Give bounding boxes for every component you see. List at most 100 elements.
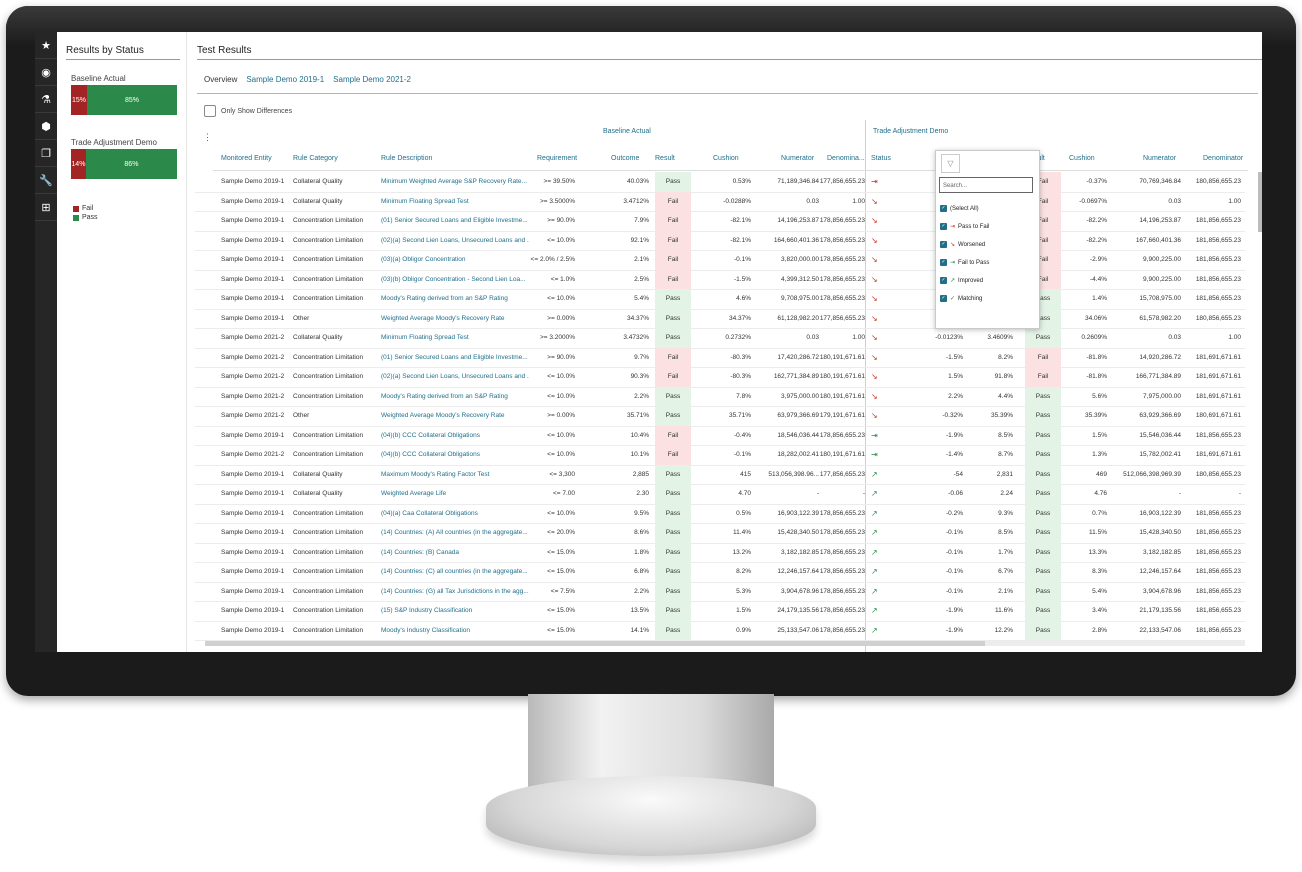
wrench-icon[interactable]: 🔧 (35, 167, 57, 194)
cell-category: Concentration Limitation (293, 275, 364, 283)
table-row[interactable]: Sample Demo 2019-1 Collateral Quality Weig… (195, 484, 1245, 505)
table-row[interactable]: Sample Demo 2019-1 Concentration Limitati… (195, 581, 1245, 602)
table-row[interactable]: Sample Demo 2021-2 Other Weighted Average … (195, 406, 1245, 427)
tab-sample-demo-2021-2[interactable]: Sample Demo 2021-2 (333, 75, 411, 84)
table-row[interactable]: Sample Demo 2019-1 Concentration Limitati… (195, 230, 1245, 251)
cell-description[interactable]: (01) Senior Secured Loans and Eligible I… (381, 217, 528, 224)
cell-description[interactable]: Minimum Floating Spread Test (381, 197, 469, 205)
windows-icon[interactable]: ❐ (35, 140, 57, 167)
checkbox-checked-icon[interactable]: ✓ (940, 295, 947, 302)
column-menu-icon[interactable]: ⋮ (203, 132, 212, 142)
table-row[interactable]: Sample Demo 2021-2 Concentration Limitati… (195, 445, 1245, 466)
tab-sample-demo-2019-1[interactable]: Sample Demo 2019-1 (246, 75, 325, 84)
checkbox-checked-icon[interactable]: ✓ (940, 259, 947, 266)
table-row[interactable]: Sample Demo 2019-1 Concentration Limitati… (195, 289, 1245, 310)
table-row[interactable]: Sample Demo 2019-1 Concentration Limitati… (195, 269, 1245, 290)
cell-description[interactable]: Minimum Floating Spread Test (381, 334, 469, 341)
table-row[interactable]: Sample Demo 2021-2 Collateral Quality Mini… (195, 328, 1245, 349)
filter-option[interactable]: ✓ ⇥ Fail to Pass (940, 259, 989, 266)
horizontal-scrollbar[interactable] (205, 641, 1245, 646)
header-cushion[interactable]: Cushion (713, 155, 739, 162)
trade-pass-segment[interactable]: 86% (85, 149, 177, 179)
table-row[interactable]: Sample Demo 2019-1 Concentration Limitati… (195, 425, 1245, 446)
cell-description[interactable]: Minimum Weighted Average S&P Recovery Ra… (381, 178, 527, 185)
table-row[interactable]: Sample Demo 2019-1 Collateral Quality Mini… (195, 191, 1245, 212)
filter-option[interactable]: ✓ ↗ Improved (940, 277, 983, 284)
filter-option[interactable]: ✓ ✓ Matching (940, 295, 982, 302)
table-row[interactable]: Sample Demo 2019-1 Collateral Quality Mini… (195, 172, 1245, 193)
cell-description[interactable]: Weighted Average Moody's Recovery Rate (381, 314, 505, 322)
horizontal-scrollbar-thumb[interactable] (205, 641, 985, 646)
cell-category: Collateral Quality (293, 490, 343, 497)
cell-description[interactable]: (04)(b) CCC Collateral Obligations (381, 451, 480, 458)
table-row[interactable]: Sample Demo 2019-1 Concentration Limitati… (195, 542, 1245, 563)
cell-description[interactable]: (15) S&P Industry Classification (381, 607, 473, 614)
filter-option[interactable]: ✓ ⇥ Pass to Fail (940, 223, 989, 230)
filter-search-input[interactable]: Search... (939, 177, 1033, 193)
flask-icon[interactable]: ⚗ (35, 86, 57, 113)
cell-description[interactable]: Weighted Average Life (381, 490, 447, 497)
tab-overview[interactable]: Overview (204, 75, 238, 84)
cell-description[interactable]: (14) Countries: (G) all Tax Jurisdiction… (381, 587, 529, 595)
cell-description[interactable]: (03)(a) Obligor Concentration (381, 256, 466, 263)
gauge-icon[interactable]: ◉ (35, 59, 57, 86)
cell-description[interactable]: (04)(a) Caa Collateral Obligations (381, 509, 478, 517)
table-row[interactable]: Sample Demo 2019-1 Concentration Limitati… (195, 620, 1245, 641)
table-row[interactable]: Sample Demo 2019-1 Concentration Limitati… (195, 211, 1245, 232)
header-denominator[interactable]: Denomina... (827, 155, 865, 162)
checkbox-checked-icon[interactable]: ✓ (940, 241, 947, 248)
cell-description[interactable]: (14) Countries: (B) Canada (381, 548, 460, 556)
header-requirement[interactable]: Requirement (537, 155, 578, 162)
cell-description[interactable]: (04)(b) CCC Collateral Obligations (381, 431, 480, 439)
header-monitored-entity[interactable]: Monitored Entity (221, 155, 272, 162)
cell-description[interactable]: (03)(b) Obligor Concentration - Second L… (381, 275, 526, 283)
shield-icon[interactable]: ⬢ (35, 113, 57, 140)
trade-fail-segment[interactable]: 14% (71, 149, 86, 179)
cell-description[interactable]: (14) Countries: (C) all countries (in th… (381, 568, 528, 575)
checkbox-checked-icon[interactable]: ✓ (940, 205, 947, 212)
filter-option[interactable]: ✓ ↘ Worsened (940, 241, 985, 248)
header-status[interactable]: Status (871, 155, 891, 162)
header-trade-denominator[interactable]: Denominator (1203, 155, 1244, 162)
cell-description[interactable]: (01) Senior Secured Loans and Eligible I… (381, 353, 528, 361)
checkbox-checked-icon[interactable]: ✓ (940, 223, 947, 230)
header-outcome[interactable]: Outcome (611, 155, 640, 162)
table-row[interactable]: Sample Demo 2019-1 Concentration Limitati… (195, 523, 1245, 544)
only-show-differences-checkbox[interactable] (204, 105, 216, 117)
table-row[interactable]: Sample Demo 2019-1 Concentration Limitati… (195, 601, 1245, 622)
table-row[interactable]: Sample Demo 2021-2 Concentration Limitati… (195, 386, 1245, 407)
baseline-pass-segment[interactable]: 85% (86, 85, 177, 115)
only-show-differences[interactable]: Only Show Differences (204, 105, 292, 117)
checkbox-checked-icon[interactable]: ✓ (940, 277, 947, 284)
table-row[interactable]: Sample Demo 2019-1 Concentration Limitati… (195, 503, 1245, 524)
cell-description[interactable]: (02)(a) Second Lien Loans, Unsecured Loa… (381, 236, 529, 244)
header-result[interactable]: Result (655, 155, 675, 162)
table-row[interactable]: Sample Demo 2021-2 Concentration Limitati… (195, 347, 1245, 368)
grid-icon[interactable]: ⊞ (35, 194, 57, 221)
cell-description[interactable]: Moody's Industry Classification (381, 626, 471, 634)
table-row[interactable]: Sample Demo 2019-1 Other Weighted Average … (195, 308, 1245, 329)
baseline-fail-segment[interactable]: 15% (71, 85, 87, 115)
table-row[interactable]: Sample Demo 2019-1 Collateral Quality Maxi… (195, 464, 1245, 485)
table-row[interactable]: Sample Demo 2021-2 Concentration Limitati… (195, 367, 1245, 388)
table-row[interactable]: Sample Demo 2019-1 Concentration Limitati… (195, 250, 1245, 271)
legend-fail: Fail (73, 205, 93, 212)
header-numerator[interactable]: Numerator (781, 155, 815, 162)
cell-description[interactable]: Moody's Rating derived from an S&P Ratin… (381, 295, 508, 302)
cell-description[interactable]: (14) Countries: (A) All countries (in th… (381, 529, 528, 536)
cell-description[interactable]: Weighted Average Moody's Recovery Rate (381, 412, 505, 419)
filter-option[interactable]: ✓ (Select All) (940, 205, 979, 212)
vertical-scrollbar[interactable] (1258, 172, 1262, 232)
header-rule-description[interactable]: Rule Description (381, 155, 433, 162)
trade-status-bar[interactable]: 14% 86% (71, 149, 177, 179)
baseline-status-bar[interactable]: 15% 85% (71, 85, 177, 115)
cell-description[interactable]: Moody's Rating derived from an S&P Ratin… (381, 392, 508, 400)
table-row[interactable]: Sample Demo 2019-1 Concentration Limitati… (195, 562, 1245, 583)
filter-funnel-icon[interactable]: ▽ (941, 154, 960, 173)
header-rule-category[interactable]: Rule Category (293, 155, 338, 162)
header-trade-numerator[interactable]: Numerator (1143, 155, 1177, 162)
cell-description[interactable]: Maximum Moody's Rating Factor Test (381, 470, 490, 478)
header-trade-cushion[interactable]: Cushion (1069, 155, 1095, 162)
cell-description[interactable]: (02)(a) Second Lien Loans, Unsecured Loa… (381, 373, 529, 380)
star-icon[interactable]: ★ (35, 32, 57, 59)
